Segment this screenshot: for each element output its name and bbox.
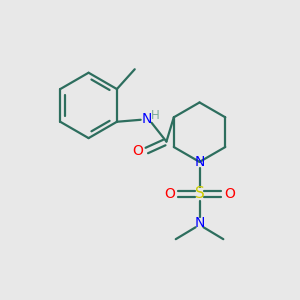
Text: N: N (194, 216, 205, 230)
Text: S: S (195, 186, 204, 201)
Text: N: N (194, 155, 205, 169)
Text: O: O (132, 145, 143, 158)
Text: O: O (164, 187, 175, 201)
Text: O: O (224, 187, 235, 201)
Text: N: N (141, 112, 152, 126)
Text: H: H (151, 109, 160, 122)
